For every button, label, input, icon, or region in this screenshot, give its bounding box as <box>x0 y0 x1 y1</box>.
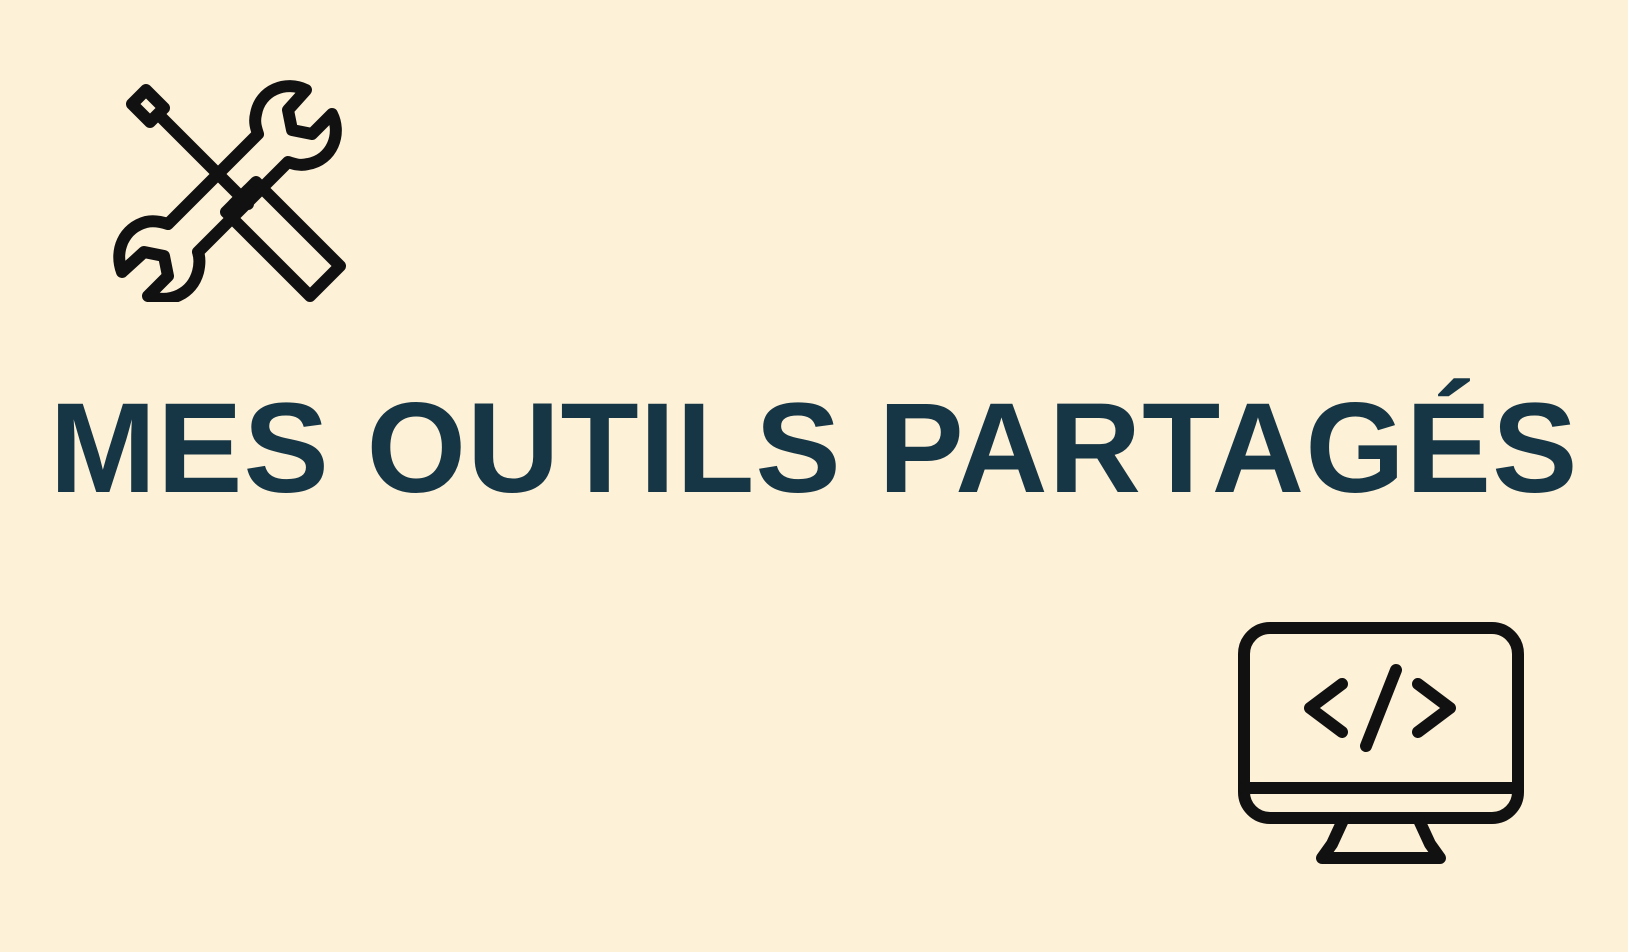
code-bracket-left-icon <box>1304 678 1348 738</box>
wrench-icon <box>113 80 342 302</box>
code-slash-icon <box>1360 664 1402 752</box>
page-title: MES OUTILS PARTAGÉS <box>49 377 1579 520</box>
screwdriver-icon <box>126 84 346 302</box>
monitor-screen-frame <box>1238 622 1524 824</box>
code-bracket-right-icon <box>1412 678 1456 738</box>
monitor-code-icon <box>1238 622 1524 864</box>
monitor-stand <box>1316 812 1446 864</box>
tools-icon <box>113 80 346 302</box>
